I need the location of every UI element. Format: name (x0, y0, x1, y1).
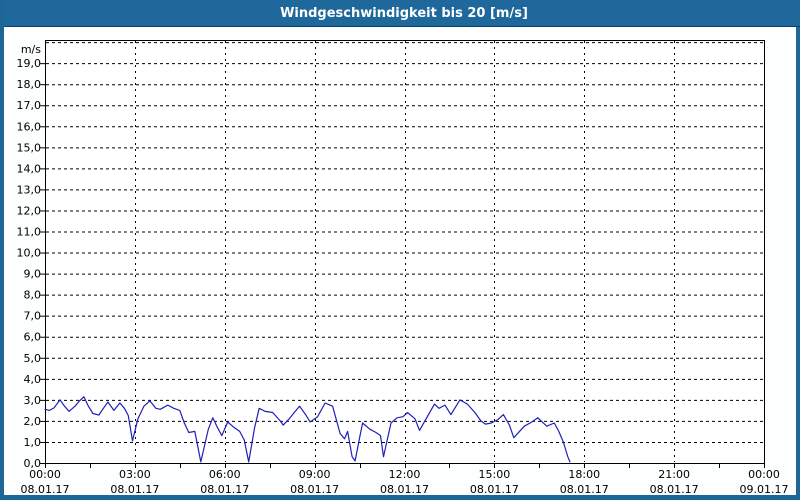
x-tick-date-label: 08.01.17 (380, 483, 429, 496)
chart-title: Windgeschwindigkeit bis 20 [m/s] (280, 5, 528, 21)
wind-speed-line (44, 396, 571, 463)
y-tick-label: 10,0 (17, 247, 42, 260)
y-tick-label: 19,0 (17, 57, 42, 70)
x-tick-date-label: 08.01.17 (110, 483, 159, 496)
x-tick-time-label: 00:00 (748, 468, 780, 481)
y-axis-unit-label: m/s (21, 43, 41, 56)
wind-speed-chart: 0,0 1,0 2,0 3,0 4,0 5,0 6,0 7,0 8,0 9,0 10,0 11,0 12… (17, 40, 789, 496)
x-tick-time-label: 03:00 (119, 468, 151, 481)
y-tick-label: 13,0 (17, 183, 42, 196)
y-tick-label: 14,0 (17, 162, 42, 175)
y-tick-label: 5,0 (24, 352, 42, 365)
y-tick-label: 8,0 (24, 289, 42, 302)
y-tick-label: 17,0 (17, 99, 42, 112)
x-tick-date-label: 08.01.17 (21, 483, 70, 496)
y-tick-label: 2,0 (24, 415, 42, 428)
x-tick-time-label: 18:00 (568, 468, 600, 481)
y-tick-label: 11,0 (17, 226, 42, 239)
y-tick-label: 16,0 (17, 120, 42, 133)
y-tick-label: 3,0 (24, 394, 42, 407)
y-tick-label: 6,0 (24, 331, 42, 344)
x-tick-date-label: 08.01.17 (290, 483, 339, 496)
y-tick-label: 0,0 (24, 457, 42, 470)
y-tick-label: 7,0 (24, 310, 42, 323)
y-tick-label: 1,0 (24, 436, 42, 449)
y-tick-label: 9,0 (24, 268, 42, 281)
y-tick-label: 15,0 (17, 141, 42, 154)
x-tick-date-label: 08.01.17 (470, 483, 519, 496)
x-tick-time-label: 09:00 (299, 468, 331, 481)
x-tick-date-label: 08.01.17 (560, 483, 609, 496)
x-tick-date-label: 09.01.17 (740, 483, 789, 496)
x-tick-date-label: 08.01.17 (650, 483, 699, 496)
x-tick-time-label: 15:00 (479, 468, 511, 481)
x-tick-time-label: 12:00 (389, 468, 421, 481)
x-tick-time-label: 00:00 (29, 468, 61, 481)
x-tick-time-label: 21:00 (658, 468, 690, 481)
y-tick-label: 18,0 (17, 78, 42, 91)
x-tick-date-label: 08.01.17 (200, 483, 249, 496)
x-tick-time-label: 06:00 (209, 468, 241, 481)
y-tick-label: 4,0 (24, 373, 42, 386)
chart-title-bar: Windgeschwindigkeit bis 20 [m/s] (4, 0, 800, 27)
y-tick-label: 12,0 (17, 204, 42, 217)
